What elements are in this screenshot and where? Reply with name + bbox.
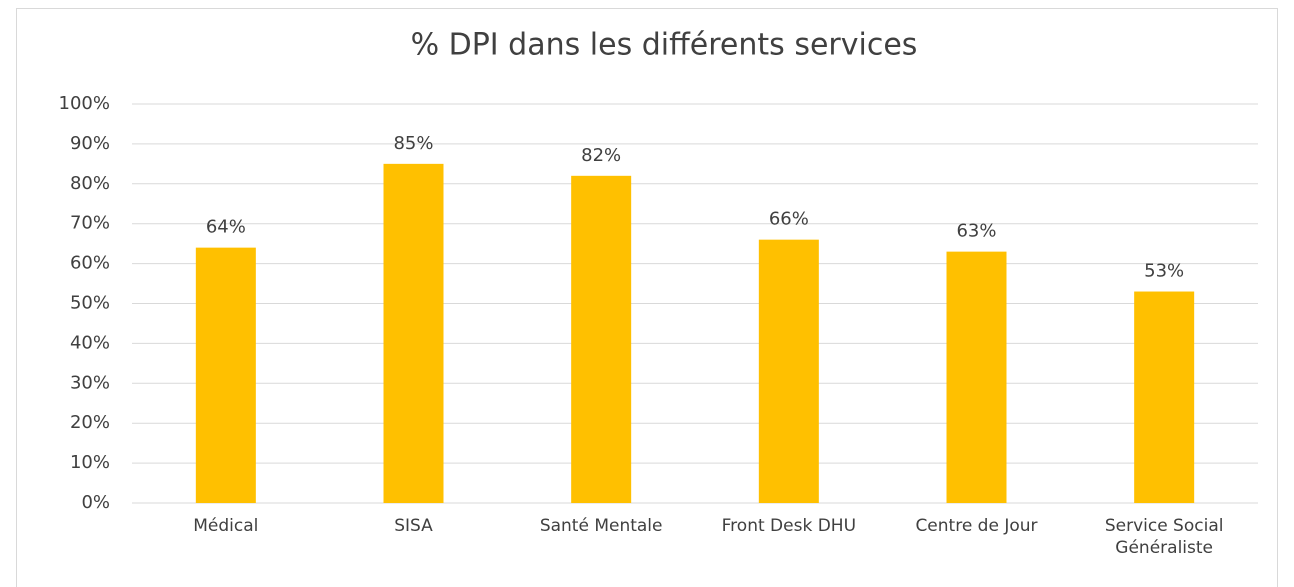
bar bbox=[571, 175, 632, 503]
y-tick-label: 70% bbox=[70, 213, 110, 234]
x-tick-label: SISA bbox=[394, 516, 433, 536]
data-label: 53% bbox=[1144, 261, 1184, 282]
y-tick-label: 0% bbox=[81, 492, 110, 513]
y-tick-label: 30% bbox=[70, 372, 110, 393]
y-tick-label: 50% bbox=[70, 293, 110, 314]
bar bbox=[195, 247, 256, 503]
chart-title: % DPI dans les différents services bbox=[411, 28, 918, 63]
bar bbox=[758, 239, 819, 503]
chart-frame bbox=[16, 8, 1278, 587]
x-tick-label: Santé Mentale bbox=[539, 516, 663, 536]
y-tick-label: 20% bbox=[70, 412, 110, 433]
x-tick-label: Médical bbox=[193, 516, 259, 536]
y-tick-label: 40% bbox=[70, 332, 110, 353]
data-label: 85% bbox=[393, 133, 433, 154]
y-tick-label: 60% bbox=[70, 253, 110, 274]
x-tick-label: Service Social Généraliste bbox=[1104, 516, 1224, 558]
y-tick-label: 90% bbox=[70, 133, 110, 154]
y-tick-label: 80% bbox=[70, 173, 110, 194]
data-label: 64% bbox=[206, 217, 246, 238]
data-label: 66% bbox=[769, 209, 809, 230]
bar bbox=[946, 251, 1007, 503]
data-label: 63% bbox=[956, 221, 996, 242]
y-tick-label: 10% bbox=[70, 452, 110, 473]
bar bbox=[383, 163, 444, 503]
x-tick-label: Centre de Jour bbox=[915, 516, 1038, 536]
x-tick-label: Front Desk DHU bbox=[721, 516, 857, 536]
data-label: 82% bbox=[581, 145, 621, 166]
y-tick-label: 100% bbox=[59, 93, 110, 114]
bar bbox=[1134, 291, 1195, 503]
